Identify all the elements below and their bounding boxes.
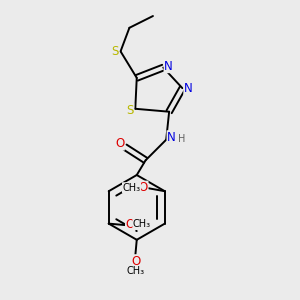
Text: O: O bbox=[139, 181, 148, 194]
Text: O: O bbox=[115, 137, 124, 150]
Text: N: N bbox=[164, 60, 173, 73]
Text: O: O bbox=[131, 255, 140, 268]
Text: H: H bbox=[178, 134, 185, 143]
Text: N: N bbox=[167, 131, 176, 144]
Text: N: N bbox=[184, 82, 193, 95]
Text: CH₃: CH₃ bbox=[122, 183, 141, 193]
Text: CH₃: CH₃ bbox=[133, 220, 151, 230]
Text: S: S bbox=[126, 104, 134, 117]
Text: O: O bbox=[126, 218, 135, 231]
Text: S: S bbox=[112, 45, 119, 58]
Text: CH₃: CH₃ bbox=[127, 266, 145, 276]
